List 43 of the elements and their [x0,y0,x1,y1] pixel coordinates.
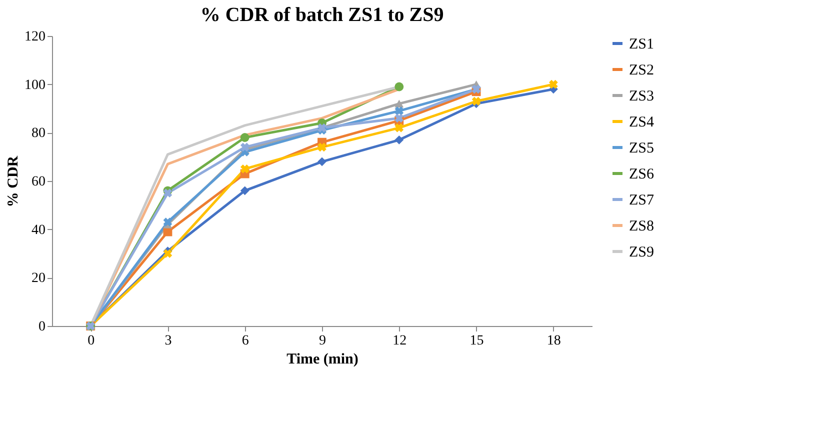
legend-label: ZS4 [629,114,655,130]
x-axis-title: Time (min) [286,352,358,368]
point [394,100,404,108]
y-tick-label: 60 [32,174,46,190]
point [472,96,481,106]
x-tick-label: 3 [164,334,172,348]
y-tick-label: 120 [24,30,46,44]
x-tick-label: 18 [546,334,561,348]
point [240,142,250,152]
point [163,188,172,198]
point [394,114,404,123]
x-tick-label: 9 [319,334,326,348]
point [240,186,250,196]
legend-label: ZS6 [629,166,655,182]
point [163,218,172,227]
x-tick-label: 12 [392,334,407,348]
x-tick-label: 6 [242,334,249,348]
legend-label: ZS8 [629,218,654,234]
legend-label: ZS9 [629,244,654,260]
legend-label: ZS3 [629,88,654,104]
point [163,249,172,258]
y-tick-label: 0 [38,320,46,334]
point [394,82,404,92]
y-tick-label: 20 [32,271,46,286]
point [318,142,326,152]
point [240,164,250,174]
y-tick-label: 80 [32,126,46,142]
legend-label: ZS7 [629,192,655,208]
x-tick-label: 15 [470,334,484,348]
y-axis-title: % CDR [6,156,22,208]
y-tick-label: 40 [32,222,46,238]
point [240,133,250,142]
point [394,123,404,132]
point [394,106,404,116]
point [549,80,558,89]
legend-label: ZS1 [629,36,654,52]
y-tick-label: 100 [24,78,46,93]
chart-title: % CDR of batch ZS1 to ZS9 [200,4,444,26]
x-tick-label: 0 [88,334,95,348]
point [318,157,326,166]
point [394,135,404,144]
legend-label: ZS5 [629,140,654,156]
legend-label: ZS2 [629,62,654,78]
